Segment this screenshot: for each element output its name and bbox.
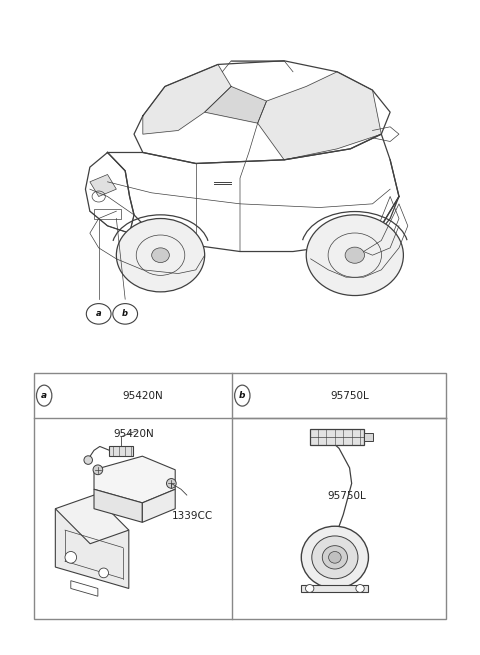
Text: a: a [96,309,101,318]
Polygon shape [109,447,132,456]
Circle shape [86,304,111,324]
Bar [34,373,446,619]
Text: b: b [239,391,246,400]
Polygon shape [94,489,143,522]
Polygon shape [310,429,364,445]
Circle shape [301,526,369,588]
Text: a: a [41,391,47,400]
Circle shape [329,552,341,563]
Circle shape [305,584,314,592]
Text: b: b [122,309,128,318]
Polygon shape [55,509,129,588]
Polygon shape [90,174,116,196]
Circle shape [356,584,364,592]
Polygon shape [143,64,231,134]
Polygon shape [55,495,129,544]
Circle shape [306,215,403,295]
Circle shape [312,536,358,579]
Text: 95420N: 95420N [114,429,155,440]
Circle shape [113,304,138,324]
Text: 95750L: 95750L [330,390,369,401]
Circle shape [235,385,250,406]
Text: 95420N: 95420N [122,390,163,401]
Circle shape [36,385,52,406]
Polygon shape [94,456,175,503]
Circle shape [345,247,364,263]
Circle shape [167,479,176,488]
Circle shape [99,568,108,578]
Polygon shape [364,433,372,441]
Polygon shape [71,581,98,596]
Circle shape [116,219,204,292]
Polygon shape [258,72,381,160]
Circle shape [322,546,348,569]
Polygon shape [204,86,266,123]
Circle shape [93,465,103,475]
Bar [94,210,121,219]
Circle shape [152,248,169,263]
Text: 1339CC: 1339CC [171,511,213,521]
Circle shape [84,456,93,464]
Polygon shape [143,489,175,522]
Text: 95750L: 95750L [328,491,367,502]
Polygon shape [301,584,369,592]
Circle shape [65,552,77,563]
